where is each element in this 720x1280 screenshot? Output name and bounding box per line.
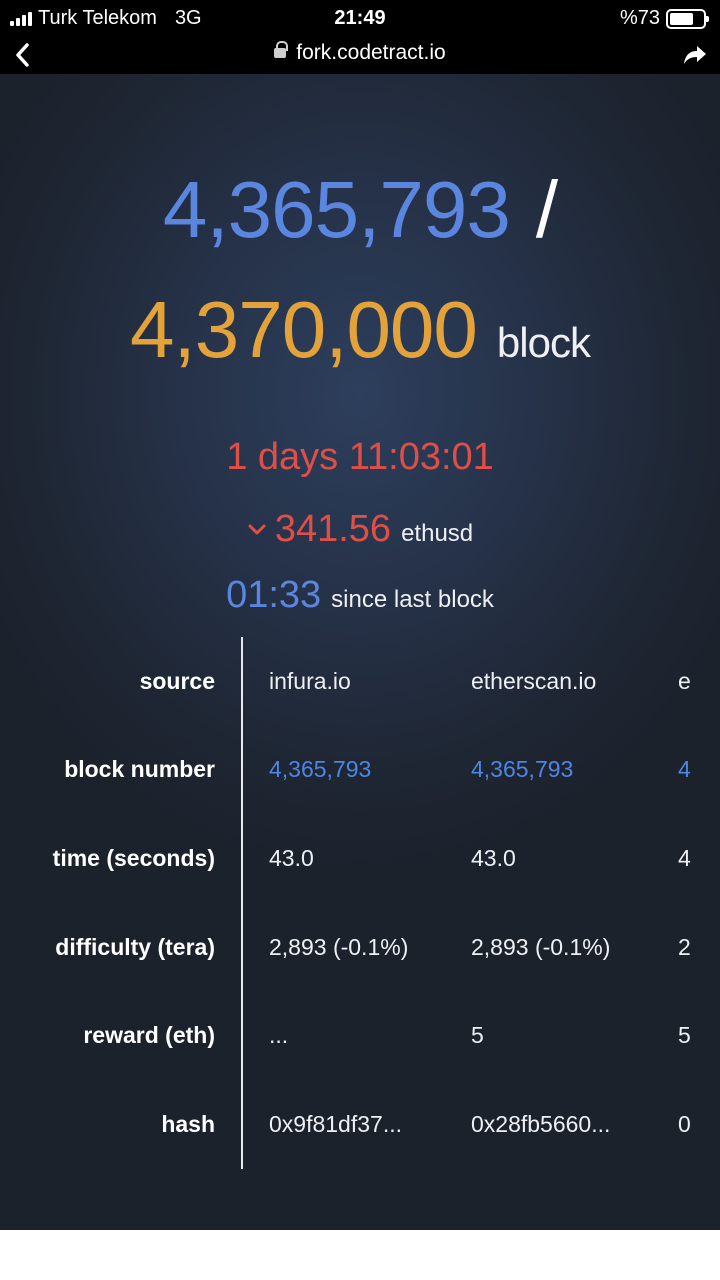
table-cell-hash: 0: [678, 1110, 691, 1137]
browser-bar: fork.codetract.io: [0, 36, 720, 74]
slash-separator: /: [535, 165, 558, 254]
target-block-line: 4,370,000 block: [0, 284, 720, 376]
source-column-infura: infura.io 4,365,793 43.0 2,893 (-0.1%) .…: [269, 637, 469, 1169]
lock-icon: [274, 41, 289, 60]
current-block-line: 4,365,793 /: [0, 164, 720, 256]
status-right: %73: [619, 7, 709, 30]
price-line: 341.56 ethusd: [0, 504, 720, 551]
table-cell-reward: ...: [269, 1022, 289, 1049]
status-left: Turk Telekom 3G: [10, 7, 202, 30]
source-column-etherscan: etherscan.io 4,365,793 43.0 2,893 (-0.1%…: [471, 637, 671, 1169]
table-cell-block-number: 4,365,793: [471, 756, 574, 783]
share-icon[interactable]: [682, 42, 708, 68]
table-cell-time: 43.0: [471, 844, 516, 871]
table-cell-hash: 0x9f81df37...: [269, 1110, 402, 1137]
row-label-source: source: [139, 667, 215, 694]
countdown-timer: 1 days 11:03:01: [226, 436, 494, 478]
status-time: 21:49: [334, 7, 386, 29]
battery-fill: [670, 12, 694, 25]
table-cell-hash: 0x28fb5660...: [471, 1110, 611, 1137]
url-text: fork.codetract.io: [296, 41, 446, 64]
table-cell-source: infura.io: [269, 667, 351, 694]
table-cell-difficulty: 2,893 (-0.1%): [471, 933, 611, 960]
price-value: 341.56: [274, 508, 392, 550]
table-cell-difficulty: 2,893 (-0.1%): [269, 933, 409, 960]
chevron-down-icon: [247, 504, 267, 535]
table-cell-time: 4: [678, 844, 691, 871]
table-cell-block-number: 4: [678, 756, 691, 783]
table-cell-source: etherscan.io: [471, 667, 597, 694]
target-block-number: 4,370,000: [130, 285, 478, 374]
signal-icon: [10, 11, 32, 26]
row-label-time: time (seconds): [52, 844, 215, 871]
main-content: 4,365,793 / 4,370,000 block 1 days 11:03:0…: [0, 74, 720, 1230]
table-divider: [241, 637, 243, 1169]
table-cell-reward: 5: [678, 1022, 691, 1049]
current-block-number: 4,365,793: [162, 165, 511, 254]
table-cell-source: e: [678, 667, 691, 694]
row-labels: source block number time (seconds) diffi…: [0, 637, 215, 1169]
row-label-hash: hash: [161, 1110, 215, 1137]
battery-icon: [666, 8, 709, 29]
target-block-unit: block: [496, 319, 591, 366]
battery-percent: %73: [619, 7, 660, 29]
price-unit: ethusd: [401, 520, 474, 547]
source-column-partial: e 4 4 2 5 0: [678, 637, 720, 1169]
network-type: 3G: [174, 7, 202, 29]
row-label-block-number: block number: [64, 756, 215, 783]
table-cell-block-number: 4,365,793: [269, 756, 372, 783]
table-cell-difficulty: 2: [678, 933, 691, 960]
row-label-reward: reward (eth): [83, 1022, 215, 1049]
table-cell-reward: 5: [471, 1022, 484, 1049]
since-last-block-value: 01:33: [226, 574, 322, 616]
carrier-name: Turk Telekom: [38, 7, 157, 29]
table-cell-time: 43.0: [269, 844, 314, 871]
row-label-difficulty: difficulty (tera): [55, 933, 215, 960]
back-icon[interactable]: [10, 40, 36, 70]
address-bar[interactable]: fork.codetract.io: [0, 41, 720, 65]
since-last-block-label: since last block: [331, 586, 494, 613]
since-last-block-line: 01:33 since last block: [0, 574, 720, 617]
status-bar: Turk Telekom 3G 21:49 %73: [0, 0, 720, 36]
